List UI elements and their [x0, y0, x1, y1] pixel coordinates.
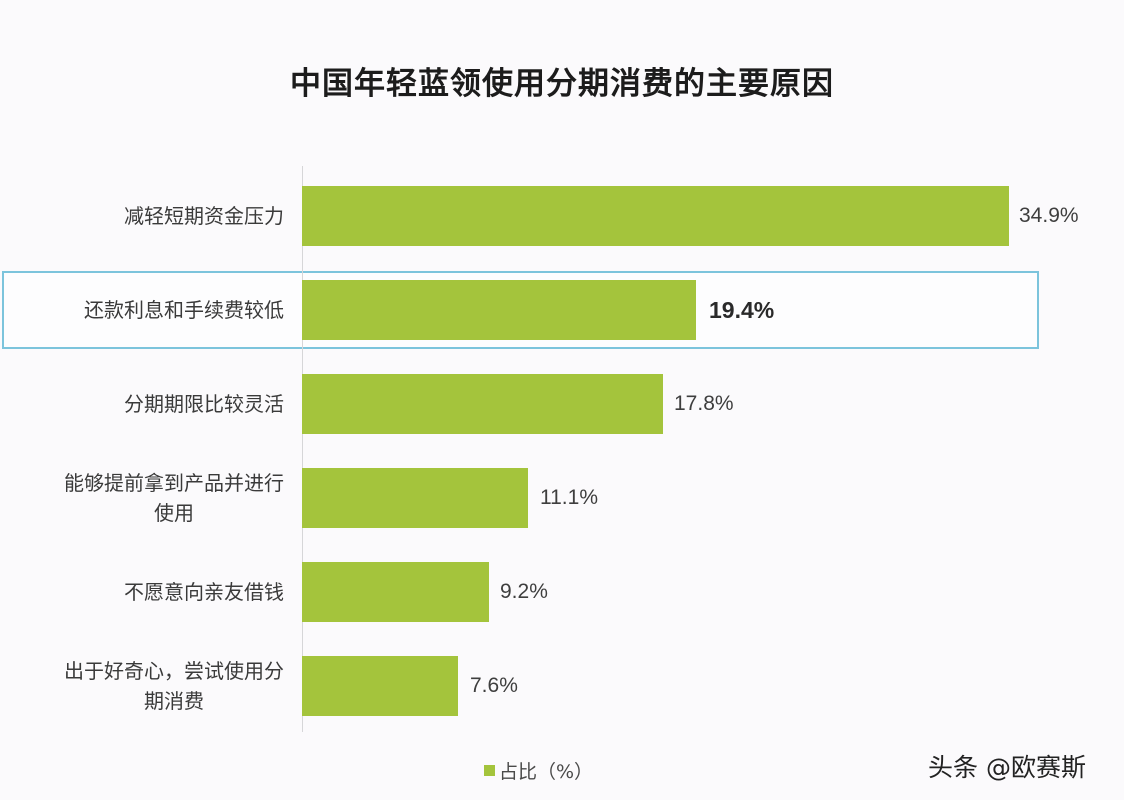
category-label: 不愿意向亲友借钱 — [124, 580, 284, 604]
category-label: 分期期限比较灵活 — [124, 392, 284, 416]
bar-row: 不愿意向亲友借钱 9.2% — [0, 562, 1124, 622]
value-label: 17.8% — [674, 392, 734, 415]
category-label: 还款利息和手续费较低 — [84, 298, 284, 322]
bar-row: 还款利息和手续费较低 19.4% — [0, 280, 1124, 340]
legend-label: 占比（%） — [499, 761, 594, 783]
legend-swatch-icon — [484, 765, 495, 776]
value-label: 7.6% — [470, 674, 518, 697]
bar-row: 能够提前拿到产品并进行 使用 11.1% — [0, 468, 1124, 528]
bar — [302, 186, 1009, 246]
bar — [302, 280, 696, 340]
chart-title: 中国年轻蓝领使用分期消费的主要原因 — [290, 66, 834, 102]
bar — [302, 374, 663, 434]
category-label: 能够提前拿到产品并进行 使用 — [64, 471, 284, 525]
bar — [302, 468, 528, 528]
value-label: 34.9% — [1019, 204, 1079, 227]
bar-row: 出于好奇心，尝试使用分 期消费 7.6% — [0, 656, 1124, 716]
legend: 占比（%） — [484, 757, 593, 784]
value-label: 9.2% — [500, 580, 548, 603]
bar — [302, 562, 489, 622]
bar-row: 减轻短期资金压力 34.9% — [0, 186, 1124, 246]
value-label: 11.1% — [540, 486, 598, 509]
bar-row: 分期期限比较灵活 17.8% — [0, 374, 1124, 434]
category-axis-line — [302, 166, 303, 732]
category-label: 出于好奇心，尝试使用分 期消费 — [64, 659, 284, 713]
value-label: 19.4% — [709, 296, 775, 323]
category-label: 减轻短期资金压力 — [124, 204, 284, 228]
watermark: 头条 @欧赛斯 — [928, 753, 1086, 782]
bar — [302, 656, 458, 716]
